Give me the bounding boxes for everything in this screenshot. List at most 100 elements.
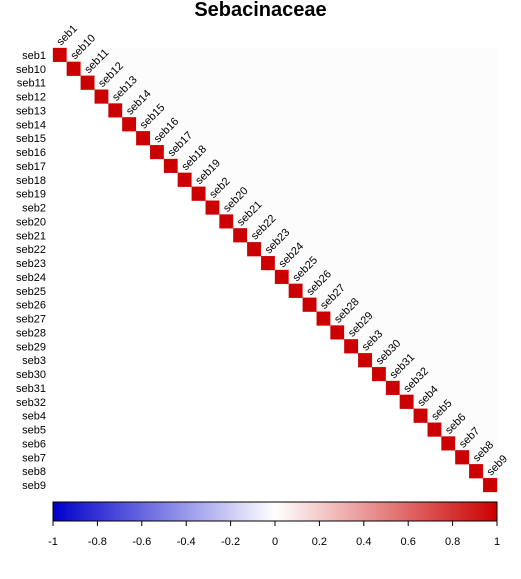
- heatmap-cell-seb23-seb29: [344, 255, 359, 271]
- heatmap-cell-seb20-seb30: [371, 214, 387, 229]
- heatmap-cell-seb10-seb21: [233, 61, 248, 76]
- heatmap-cell-seb15-seb8: [469, 131, 484, 146]
- color-bar-tick-label: 0.4: [356, 536, 371, 548]
- heatmap-cell-seb20-seb20: [219, 214, 234, 229]
- heatmap-cell-seb19-seb32: [399, 186, 414, 201]
- heatmap-cell-seb1-seb3: [358, 47, 373, 63]
- heatmap-cell-seb31-seb8: [469, 380, 484, 396]
- heatmap-cell-seb30-seb6: [441, 366, 456, 382]
- heatmap-cell-seb17-seb17: [163, 158, 179, 174]
- heatmap-cell-seb23-seb6: [441, 255, 456, 271]
- heatmap-cell-seb23-seb9: [482, 255, 498, 271]
- heatmap-cell-seb22-seb6: [441, 242, 456, 257]
- heatmap-cell-seb1-seb28: [330, 47, 345, 63]
- heatmap-cell-seb27-seb5: [427, 311, 442, 326]
- heatmap-cell-seb24-seb4: [413, 269, 428, 285]
- heatmap-cell-seb12-seb18: [177, 89, 192, 104]
- heatmap-cell-seb1-seb14: [122, 47, 137, 63]
- row-label-seb8: seb8: [22, 466, 46, 478]
- heatmap-cell-seb17-seb8: [469, 158, 484, 174]
- row-label-seb2: seb2: [22, 203, 46, 215]
- heatmap-cell-seb2-seb27: [316, 200, 331, 215]
- heatmap-cell-seb19-seb6: [441, 186, 456, 201]
- heatmap-cell-seb13-seb25: [288, 103, 303, 118]
- heatmap-cell-seb15-seb7: [455, 131, 470, 146]
- heatmap-cell-seb2-seb9: [482, 200, 498, 215]
- heatmap-cell-seb25-seb6: [441, 283, 456, 298]
- heatmap-cell-seb13-seb31: [385, 103, 401, 118]
- row-label-seb14: seb14: [16, 119, 46, 131]
- heatmap-cell-seb11-seb32: [399, 75, 414, 90]
- heatmap-cell-seb12-seb26: [302, 89, 317, 104]
- heatmap-cell-seb4-seb4: [413, 408, 428, 423]
- heatmap-cell-seb24-seb32: [399, 269, 414, 285]
- heatmap-cell-seb31-seb9: [482, 380, 498, 396]
- row-label-seb12: seb12: [16, 92, 46, 104]
- heatmap-cell-seb10-seb8: [469, 61, 484, 76]
- heatmap-cell-seb16-seb7: [455, 144, 470, 160]
- heatmap-cell-seb15-seb24: [274, 131, 290, 146]
- heatmap-cell-seb17-seb27: [316, 158, 331, 174]
- heatmap-cell-seb14-seb22: [247, 117, 262, 132]
- heatmap-cell-seb21-seb8: [469, 228, 484, 243]
- heatmap-cell-seb15-seb20: [219, 131, 234, 146]
- heatmap-cell-seb11-seb11: [80, 75, 95, 90]
- heatmap-cell-seb28-seb28: [330, 325, 345, 340]
- heatmap-cell-seb17-seb3: [358, 158, 373, 174]
- heatmap-cell-seb13-seb21: [233, 103, 248, 118]
- heatmap-cell-seb10-seb25: [288, 61, 303, 76]
- heatmap-cell-seb5-seb5: [427, 422, 442, 437]
- heatmap-cell-seb15-seb31: [385, 131, 401, 146]
- heatmap-cell-seb23-seb32: [399, 255, 414, 271]
- heatmap-cell-seb13-seb8: [469, 103, 484, 118]
- heatmap-cell-seb23-seb4: [413, 255, 428, 271]
- heatmap-cell-seb12-seb32: [399, 89, 414, 104]
- heatmap-cell-seb17-seb9: [482, 158, 498, 174]
- heatmap-cell-seb29-seb6: [441, 339, 456, 354]
- heatmap-cell-seb14-seb26: [302, 117, 317, 132]
- heatmap-cell-seb11-seb20: [219, 75, 234, 90]
- heatmap-cell-seb22-seb28: [330, 242, 345, 257]
- heatmap-cell-seb19-seb5: [427, 186, 442, 201]
- heatmap-cell-seb14-seb14: [122, 117, 137, 132]
- heatmap-cell-seb18-seb32: [399, 172, 414, 187]
- row-label-seb15: seb15: [16, 133, 46, 145]
- heatmap-cell-seb11-seb9: [482, 75, 498, 90]
- heatmap-cell-seb10-seb7: [455, 61, 470, 76]
- heatmap-cell-seb28-seb8: [469, 325, 484, 340]
- heatmap-cell-seb22-seb3: [358, 242, 373, 257]
- heatmap-cell-seb13-seb20: [219, 103, 234, 118]
- heatmap-cell-seb20-seb25: [288, 214, 303, 229]
- heatmap-cell-seb16-seb31: [385, 144, 401, 160]
- heatmap-cell-seb10-seb29: [344, 61, 359, 76]
- heatmap-cell-seb26-seb7: [455, 297, 470, 312]
- heatmap-cell-seb17-seb28: [330, 158, 345, 174]
- heatmap-cell-seb18-seb4: [413, 172, 428, 187]
- heatmap-cell-seb18-seb27: [316, 172, 331, 187]
- heatmap-cell-seb18-seb5: [427, 172, 442, 187]
- heatmap-cell-seb17-seb29: [344, 158, 359, 174]
- heatmap-cell-seb22-seb32: [399, 242, 414, 257]
- heatmap-cell-seb17-seb23: [260, 158, 276, 174]
- heatmap-cell-seb20-seb26: [302, 214, 317, 229]
- heatmap-cell-seb23-seb7: [455, 255, 470, 271]
- heatmap-cell-seb23-seb30: [371, 255, 387, 271]
- heatmap-cell-seb11-seb19: [191, 75, 206, 90]
- heatmap-cell-seb10-seb20: [219, 61, 234, 76]
- heatmap-cell-seb18-seb25: [288, 172, 303, 187]
- heatmap-cell-seb18-seb24: [274, 172, 290, 187]
- heatmap-cell-seb21-seb30: [371, 228, 387, 243]
- heatmap-cell-seb13-seb23: [260, 103, 276, 118]
- heatmap-cell-seb19-seb3: [358, 186, 373, 201]
- heatmap-cell-seb26-seb32: [399, 297, 414, 312]
- heatmap-cell-seb12-seb2: [205, 89, 220, 104]
- heatmap-cell-seb24-seb24: [274, 269, 290, 285]
- row-label-seb25: seb25: [16, 286, 46, 298]
- row-label-seb32: seb32: [16, 397, 46, 409]
- heatmap-cell-seb11-seb8: [469, 75, 484, 90]
- heatmap-cell-seb17-seb31: [385, 158, 401, 174]
- heatmap-cell-seb11-seb7: [455, 75, 470, 90]
- row-label-seb28: seb28: [16, 327, 46, 339]
- heatmap-cell-seb17-seb5: [427, 158, 442, 174]
- heatmap-cell-seb1-seb19: [191, 47, 206, 63]
